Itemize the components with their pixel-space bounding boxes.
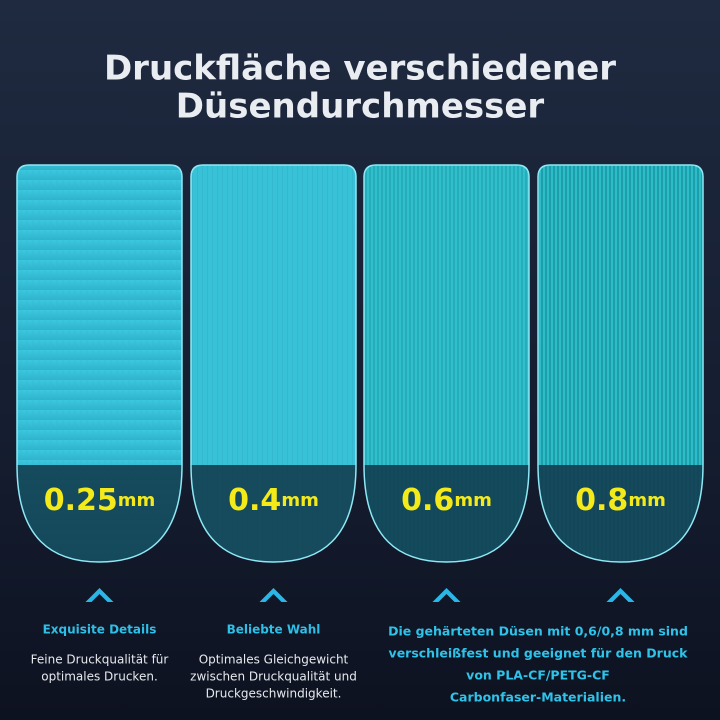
title-line: Düsendurchmesser <box>176 87 545 127</box>
card-outline <box>190 164 357 563</box>
chevron <box>606 588 635 602</box>
caption-body: Optimales Gleichgewicht <box>199 653 349 667</box>
nozzle-card: 0.8mm <box>537 164 704 602</box>
size-value: 0.4 <box>228 483 281 518</box>
nozzle-card: 0.25mm <box>16 164 183 602</box>
caption-body: Carbonfaser-Materialien. <box>450 690 626 705</box>
caption-body: zwischen Druckqualität und <box>190 670 357 684</box>
size-unit: mm <box>628 490 666 511</box>
caption-heading: Beliebte Wahl <box>227 623 321 637</box>
size-unit: mm <box>454 490 492 511</box>
caption-body: Druckgeschwindigkeit. <box>206 687 342 701</box>
card-surface <box>17 165 182 562</box>
size-label: 0.8mm <box>575 483 666 518</box>
size-value: 0.8 <box>575 483 628 518</box>
card-surface <box>191 165 356 562</box>
size-unit: mm <box>281 490 319 511</box>
card-surface <box>364 165 529 562</box>
size-unit: mm <box>118 490 156 511</box>
size-label: 0.6mm <box>401 483 492 518</box>
size-label: 0.4mm <box>228 483 319 518</box>
caption-body: Feine Druckqualität für <box>31 653 169 667</box>
caption-heading: Exquisite Details <box>43 623 157 637</box>
size-value: 0.6 <box>401 483 454 518</box>
caption-body: verschleißfest und geeignet für den Druc… <box>389 646 689 661</box>
card-outline <box>363 164 530 563</box>
caption-body: optimales Drucken. <box>41 670 158 684</box>
card-surface <box>538 165 703 562</box>
nozzle-card: 0.4mm <box>190 164 357 602</box>
captions: Exquisite Details Feine Druckqualität für… <box>31 623 688 705</box>
size-value: 0.25 <box>44 483 118 518</box>
card-outline <box>16 164 183 563</box>
caption-body: Die gehärteten Düsen mit 0,6/0,8 mm sind <box>388 624 688 639</box>
caption-body: von PLA-CF/PETG-CF <box>466 668 610 683</box>
title-line: Druckfläche verschiedener <box>104 49 616 89</box>
chevron <box>432 588 461 602</box>
card-outline <box>537 164 704 563</box>
nozzle-card: 0.6mm <box>363 164 530 602</box>
cards: 0.25mm 0.4mm 0.6mm 0.8mm <box>16 164 704 602</box>
size-label: 0.25mm <box>44 483 156 518</box>
chevron <box>85 588 114 602</box>
chevron <box>259 588 288 602</box>
